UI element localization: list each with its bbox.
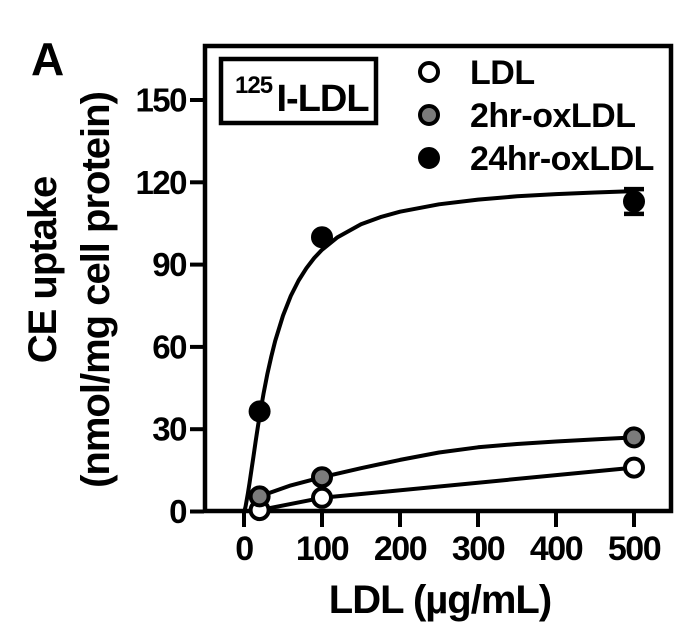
legend-label: 2hr-oxLDL [470, 97, 636, 135]
legend-label: LDL [470, 54, 535, 92]
data-point-24hr-oxldl [248, 400, 271, 423]
data-point-2hr-oxldl [248, 485, 271, 508]
isotope-box-label: 125 I-LDL [235, 72, 369, 120]
data-point-ldl [311, 486, 333, 509]
x-axis-tick-labels: 0 100 200 300 400 500 [235, 530, 662, 568]
y-axis-title-line2: (nmol/mg cell protein) [74, 92, 118, 488]
x-tick-label: 500 [608, 530, 661, 568]
y-tick-label: 90 [152, 246, 186, 283]
fit-curves [242, 189, 636, 513]
data-point-ldl [623, 456, 645, 479]
y-axis-tick-labels: 0 30 60 90 120 150 [135, 82, 187, 530]
filled-circle-icon [418, 147, 440, 169]
plot-border [202, 43, 674, 514]
y-tick-label: 0 [169, 493, 186, 530]
data-point-24hr-oxldl [311, 226, 333, 249]
x-tick-label: 0 [235, 530, 253, 568]
isotope-superscript: 125 [235, 72, 273, 99]
x-tick-label: 100 [296, 530, 349, 568]
x-tick-label: 400 [530, 530, 583, 568]
data-point-2hr-oxldl [311, 466, 333, 489]
legend: LDL 2hr-oxLDL 24hr-oxLDL [418, 54, 654, 178]
isotope-box [218, 56, 379, 126]
x-axis-ticks [242, 513, 636, 527]
fit-curve-24hr-oxldl [242, 189, 636, 512]
panel-label: A [31, 33, 64, 85]
gray-circle-icon [418, 104, 440, 126]
legend-label: 24hr-oxLDL [470, 140, 654, 178]
y-axis-ticks [190, 98, 204, 514]
y-axis-title-line1: CE uptake [21, 177, 65, 364]
data-points [248, 190, 645, 522]
x-tick-label: 300 [452, 530, 505, 568]
y-tick-label: 30 [152, 411, 186, 448]
data-point-2hr-oxldl [623, 426, 645, 449]
y-tick-label: 120 [135, 164, 186, 201]
open-circle-icon [418, 61, 440, 83]
x-tick-label: 200 [374, 530, 427, 568]
isotope-label-text: I-LDL [277, 78, 370, 120]
data-point-24hr-oxldl [623, 190, 645, 213]
y-tick-label: 60 [152, 328, 186, 365]
x-axis-title: LDL (µg/mL) [329, 578, 551, 622]
y-tick-label: 150 [135, 82, 186, 119]
